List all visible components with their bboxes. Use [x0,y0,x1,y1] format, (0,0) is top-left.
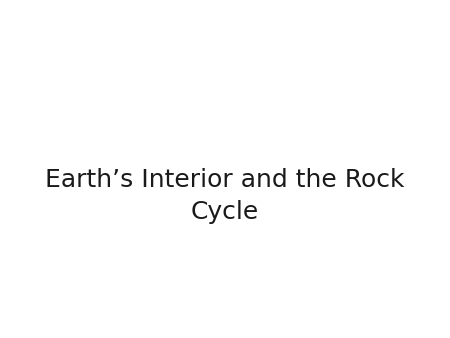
Text: Earth’s Interior and the Rock
Cycle: Earth’s Interior and the Rock Cycle [45,168,405,224]
